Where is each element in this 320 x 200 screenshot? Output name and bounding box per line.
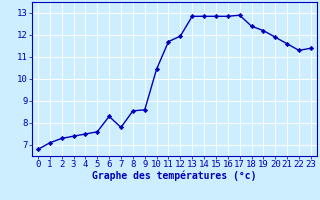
X-axis label: Graphe des températures (°c): Graphe des températures (°c) <box>92 171 257 181</box>
